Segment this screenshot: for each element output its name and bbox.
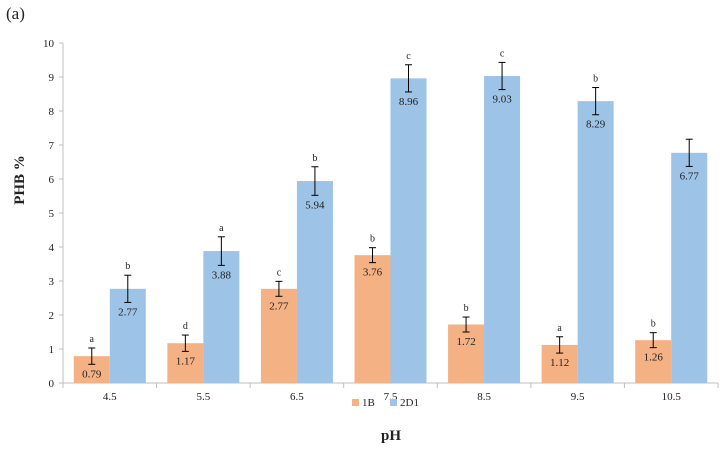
y-tick-label: 0 — [49, 378, 55, 390]
data-label: 3.88 — [212, 269, 232, 281]
significance-letter: b — [464, 303, 469, 314]
y-tick-label: 9 — [49, 72, 55, 84]
data-label: 1.17 — [176, 355, 196, 367]
bar-2D1 — [577, 101, 614, 383]
x-tick-label: 10.5 — [662, 391, 682, 403]
significance-letter: b — [125, 261, 130, 272]
x-tick-label: 8.5 — [477, 391, 491, 403]
legend: 1B 2D1 — [352, 397, 419, 409]
y-tick-label: 6 — [49, 174, 55, 186]
significance-letter: a — [557, 323, 562, 334]
x-tick-label: 4.5 — [103, 391, 117, 403]
data-label: 9.03 — [492, 94, 512, 106]
data-label: 2.77 — [269, 300, 289, 312]
y-tick-label: 10 — [43, 38, 55, 50]
legend-label-1B: 1B — [362, 397, 375, 409]
data-label: 1.72 — [456, 336, 475, 348]
bar-1B — [260, 288, 297, 383]
significance-letter: c — [277, 267, 282, 278]
bar-2D1 — [484, 75, 521, 383]
significance-letter: a — [90, 334, 95, 345]
panel-label: (a) — [6, 4, 25, 23]
significance-letter: d — [183, 321, 188, 332]
y-tick-label: 1 — [49, 344, 55, 356]
significance-letter: b — [312, 153, 317, 164]
bar-2D1 — [390, 78, 427, 384]
y-tick-label: 5 — [49, 208, 55, 220]
legend-swatch-1B — [352, 399, 359, 406]
y-tick-label: 2 — [49, 310, 55, 322]
significance-letter: b — [651, 319, 656, 330]
y-tick-label: 3 — [49, 276, 55, 288]
x-tick-label: 6.5 — [290, 391, 304, 403]
x-tick-label: 5.5 — [196, 391, 210, 403]
significance-letter: b — [370, 234, 375, 245]
bar-1B — [354, 255, 391, 383]
legend-label-2D1: 2D1 — [400, 397, 419, 409]
data-label: 5.94 — [305, 199, 325, 211]
data-label: 3.76 — [363, 267, 383, 279]
significance-letter: c — [500, 48, 505, 59]
bar-1B — [448, 324, 485, 383]
bar-2D1 — [109, 288, 146, 383]
data-label: 8.29 — [586, 119, 606, 131]
data-label: 6.77 — [680, 170, 700, 182]
bar-2D1 — [296, 181, 333, 383]
data-label: 1.26 — [644, 352, 664, 364]
significance-letter: c — [406, 51, 411, 62]
x-tick-label: 9.5 — [571, 391, 585, 403]
bar-2D1 — [671, 152, 708, 383]
legend-swatch-2D1 — [390, 399, 397, 406]
data-label: 8.96 — [399, 96, 419, 108]
data-label: 0.79 — [82, 368, 102, 380]
y-tick-label: 4 — [49, 242, 55, 254]
y-tick-label: 8 — [49, 106, 55, 118]
significance-letter: b — [593, 74, 598, 85]
data-label: 1.12 — [550, 357, 569, 369]
bar-2D1 — [203, 251, 240, 383]
bars-group: a 0.79 b 2.77 d 1.17 a 3.88 c 2.77 b 5.94 b 3.76 c 8.96… — [73, 48, 708, 384]
y-tick-label: 7 — [49, 140, 55, 152]
x-axis-label: pH — [381, 428, 401, 444]
significance-letter: a — [219, 223, 224, 234]
data-label: 2.77 — [118, 306, 138, 318]
y-axis-label: PHB % — [12, 155, 28, 205]
